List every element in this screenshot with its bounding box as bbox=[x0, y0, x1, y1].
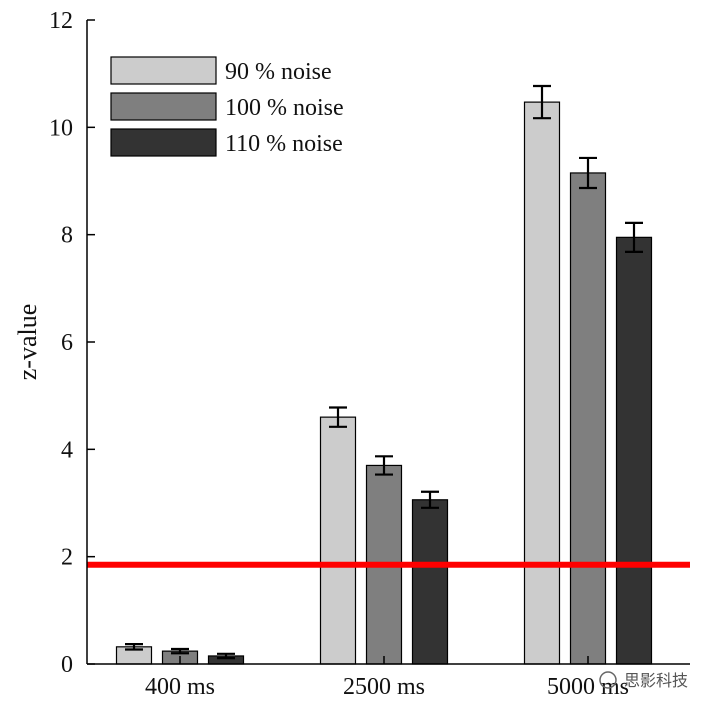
wechat-icon bbox=[599, 671, 617, 689]
error-bar-1-3 bbox=[533, 84, 551, 120]
bar-1-3 bbox=[523, 101, 561, 665]
bar-3-3 bbox=[615, 236, 653, 665]
y-tick-label: 4 bbox=[61, 437, 73, 463]
error-bar-1-2 bbox=[329, 406, 347, 428]
error-bar-2-1 bbox=[171, 647, 189, 655]
error-bar-3-3 bbox=[625, 221, 643, 253]
x-tick-label: 2500 ms bbox=[343, 674, 425, 700]
x-tick-label: 400 ms bbox=[145, 674, 215, 700]
legend-label-1: 90 % noise bbox=[225, 59, 332, 85]
error-bar-3-2 bbox=[421, 490, 439, 509]
y-ticks-group: 0 2 4 6 8 10 12 bbox=[49, 8, 95, 678]
y-tick-label: 6 bbox=[61, 330, 73, 356]
legend-label-2: 100 % noise bbox=[225, 95, 344, 121]
bar-2-3 bbox=[569, 172, 607, 665]
y-tick-label: 12 bbox=[49, 8, 73, 34]
legend-swatch-1 bbox=[110, 56, 217, 85]
error-bar-1-1 bbox=[125, 643, 143, 651]
y-tick-label: 10 bbox=[49, 115, 73, 141]
y-tick-label: 0 bbox=[61, 652, 73, 678]
legend-label-3: 110 % noise bbox=[225, 131, 343, 157]
bar-3-2 bbox=[411, 499, 449, 665]
error-bar-3-1 bbox=[217, 652, 235, 660]
y-tick-label: 2 bbox=[61, 545, 73, 571]
x-tick-label: 5000 ms bbox=[547, 674, 629, 700]
watermark-text: 思影科技 bbox=[624, 671, 688, 690]
legend-swatch-2 bbox=[110, 92, 217, 121]
y-axis-title: z-value bbox=[13, 304, 42, 381]
error-bars-group bbox=[125, 84, 643, 660]
watermark: 思影科技 bbox=[599, 671, 688, 690]
y-tick-label: 8 bbox=[61, 223, 73, 249]
bars-group bbox=[115, 101, 653, 665]
bar-1-2 bbox=[319, 416, 357, 665]
error-bar-2-3 bbox=[579, 156, 597, 190]
error-bar-2-2 bbox=[375, 455, 393, 476]
legend-swatch-3 bbox=[110, 128, 217, 157]
legend: 90 % noise 100 % noise 110 % noise bbox=[110, 56, 344, 157]
